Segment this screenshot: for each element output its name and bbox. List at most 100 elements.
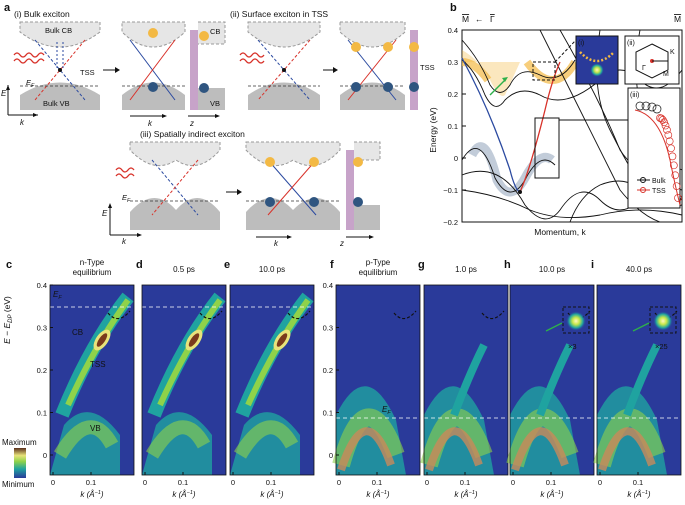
- b-ytick: 0.3: [448, 58, 458, 67]
- arpes-title-f: equilibrium: [359, 268, 398, 277]
- axis-k-a: k: [20, 118, 25, 127]
- panel-letter-g: g: [418, 259, 425, 271]
- label-cb-c: CB: [72, 328, 83, 337]
- axis-z-a: z: [189, 119, 194, 128]
- xlabel-d: k (Å−1): [172, 490, 196, 499]
- b-ylabel: Energy (eV): [428, 107, 438, 153]
- ytick-c: 0.1: [37, 409, 47, 418]
- ytick-c: 0.4: [37, 281, 47, 290]
- diagram-i-after: k CB VB z: [121, 21, 226, 128]
- xlabel-i: k (Å−1): [627, 490, 651, 499]
- label-gamma: Γ: [490, 14, 495, 24]
- label-bulk-cb: Bulk CB: [45, 26, 72, 35]
- panel-letter-e: e: [224, 259, 230, 271]
- b-ytick: 0.1: [448, 122, 458, 131]
- b-ytick: 0.2: [448, 90, 458, 99]
- ytick-c: 0.3: [37, 324, 47, 333]
- b-ytick: 0: [454, 154, 458, 163]
- arpes-title-h: 10.0 ps: [539, 265, 565, 274]
- legend-bulk: Bulk: [652, 178, 666, 185]
- arpes-title-g: 1.0 ps: [455, 265, 477, 274]
- arpes-panel-h: h 10.0 ps ×3 0 0.1 k (Å−1): [504, 259, 595, 499]
- xtick-c: 0.1: [86, 478, 96, 487]
- inset-i-label: (i): [578, 40, 584, 47]
- arpes-panel-e: e 10.0 ps 0 0.1 k (Å−1): [224, 259, 315, 499]
- bz-gamma: Γ: [642, 65, 646, 72]
- xlabel-c: k (Å−1): [80, 490, 104, 499]
- axis-k-a2: k: [148, 119, 153, 128]
- arpes-panel-g: g 1.0 ps 0 0.1 k (Å−1): [418, 259, 509, 499]
- xtick-d: 0.1: [178, 478, 188, 487]
- xlabel-h: k (Å−1): [540, 490, 564, 499]
- panel-letter-b: b: [450, 2, 457, 14]
- inset-i: (i): [575, 35, 619, 85]
- ytick-f: 0.1: [323, 409, 333, 418]
- arpes-title-c: n-Type: [80, 258, 105, 267]
- arpes-panel-i: i 40.0 ps ×25 0 0.1 k (Å−1): [591, 259, 682, 499]
- bz-k: K: [670, 49, 675, 56]
- title-bulk-exciton: (i) Bulk exciton: [14, 9, 70, 19]
- label-tss-side: TSS: [420, 63, 435, 72]
- multiplier-i: ×25: [655, 342, 668, 351]
- arpes-title-d: 0.5 ps: [173, 265, 195, 274]
- xtick-f: 0.1: [372, 478, 382, 487]
- arpes-title-f: p-Type: [366, 258, 391, 267]
- title-indirect-exciton: (iii) Spatially indirect exciton: [140, 129, 245, 139]
- axis-k-aiii2: k: [274, 239, 279, 248]
- label-vb-c: VB: [90, 424, 101, 433]
- multiplier-h: ×3: [568, 342, 577, 351]
- xtick-e: 0.1: [266, 478, 276, 487]
- xlabel-f: k (Å−1): [366, 490, 390, 499]
- xtick-i: 0: [598, 478, 602, 487]
- colorbar-min: Minimum: [2, 480, 35, 489]
- legend-tss: TSS: [652, 188, 666, 195]
- axis-z-aiii: z: [339, 239, 344, 248]
- label-ef-a: EF: [26, 78, 35, 89]
- colorbar: Maximum Minimum: [2, 438, 37, 489]
- panel-a: a (i) Bulk exciton (ii) Surface exciton …: [1, 2, 435, 248]
- diagram-i-before: Bulk CB Bulk VB TSS EF E k: [1, 21, 101, 127]
- panel-letter-h: h: [504, 259, 511, 271]
- panel-letter-f: f: [330, 259, 334, 271]
- label-bulk-vb: Bulk VB: [43, 99, 70, 108]
- panel-b: b M ← Γ M 0.4 0.3 0.2 0.1 0 −0.1 −0.2 Energy (…: [428, 2, 683, 237]
- diagram-ii-after: TSS: [339, 21, 435, 110]
- xtick-h: 0: [511, 478, 515, 487]
- axis-e-aiii: E: [102, 209, 108, 218]
- inset-iii: (iii) Bulk TSS: [627, 87, 682, 209]
- label-cb-side: CB: [210, 27, 220, 36]
- bz-m: M: [663, 71, 669, 78]
- axis-e-a: E: [1, 89, 7, 98]
- arpes-title-i: 40.0 ps: [626, 265, 652, 274]
- ytick-f: 0.4: [323, 281, 333, 290]
- label-m-right: M: [674, 14, 681, 24]
- b-ytick: 0.4: [448, 26, 458, 35]
- inset-ii-brillouin-zone: (ii) K M Γ: [624, 35, 680, 85]
- label-arrow: ←: [475, 14, 484, 24]
- ytick-c: 0.2: [37, 366, 47, 375]
- ytick-f: 0: [329, 451, 333, 460]
- label-ef-f: EF: [382, 405, 391, 416]
- xtick-c: 0: [51, 478, 55, 487]
- inset-iii-label: (iii): [630, 92, 639, 99]
- inset-ii-label: (ii): [627, 40, 635, 47]
- xtick-d: 0: [143, 478, 147, 487]
- panel-letter-a: a: [4, 2, 11, 14]
- ytick-c: 0: [43, 451, 47, 460]
- panel-letter-i: i: [591, 259, 594, 271]
- panel-letter-c: c: [6, 259, 12, 271]
- ytick-f: 0.3: [323, 324, 333, 333]
- label-ef-aiii: EF: [122, 193, 131, 204]
- arpes-panel-d: d 0.5 ps 0 0.1 k (Å−1): [136, 259, 227, 499]
- title-surface-exciton: (ii) Surface exciton in TSS: [230, 9, 328, 19]
- label-ef-c: EF: [53, 290, 62, 301]
- label-vb-side: VB: [210, 99, 220, 108]
- arpes-title-c: equilibrium: [73, 268, 112, 277]
- xtick-e: 0: [231, 478, 235, 487]
- xtick-g: 0: [425, 478, 429, 487]
- label-m-left: M: [462, 14, 469, 24]
- panel-letter-d: d: [136, 259, 143, 271]
- axis-k-aiii: k: [122, 237, 127, 246]
